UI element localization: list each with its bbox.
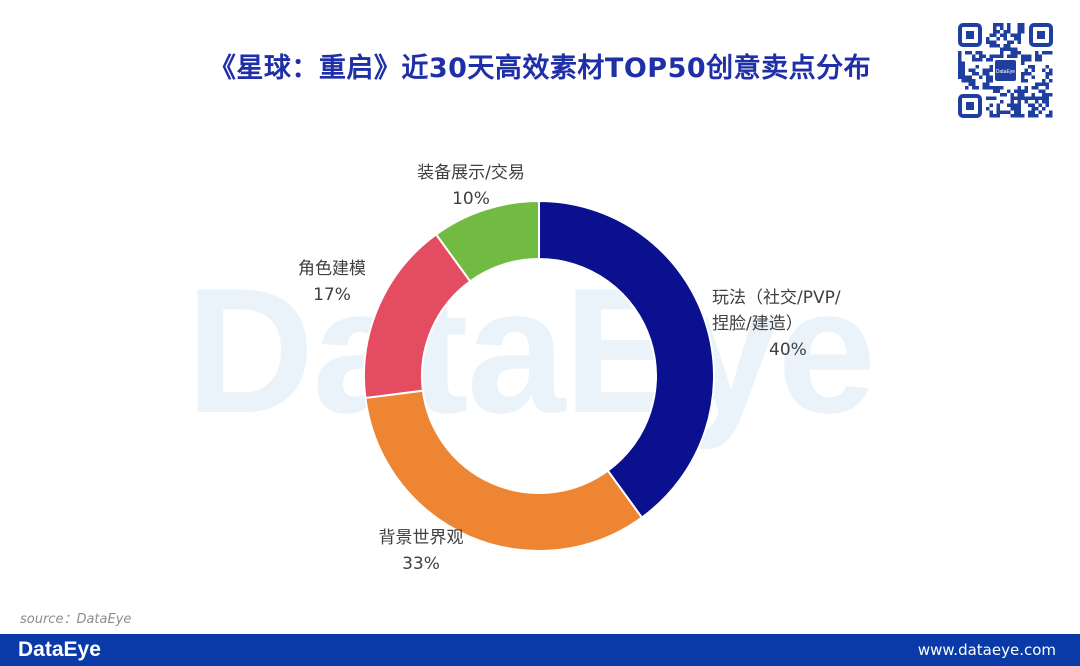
slice-label-gameplay: 玩法（社交/PVP/ 捏脸/建造） 40% — [712, 288, 841, 360]
chart-title: 《星球：重启》近30天高效素材TOP50创意卖点分布 — [208, 53, 872, 84]
source-note: source：DataEye — [20, 612, 132, 627]
footer-bar: DataEye www.dataeye.com — [0, 634, 1080, 666]
slice-equipment — [434, 199, 540, 283]
footer-url[interactable]: www.dataeye.com — [917, 641, 1056, 659]
qr-code: DataEye — [957, 22, 1054, 119]
qr-badge-text: DataEye — [996, 69, 1015, 75]
footer-logo: DataEye — [18, 638, 101, 661]
slice-label-character-model: 角色建模 17% — [298, 259, 366, 305]
slice-label-worldview: 背景世界观 33% — [378, 528, 464, 574]
slice-label-equipment: 装备展示/交易 10% — [417, 163, 525, 209]
slice-worldview — [364, 389, 644, 552]
watermark-logo: DataEye — [185, 251, 877, 450]
slice-gameplay — [538, 199, 715, 519]
